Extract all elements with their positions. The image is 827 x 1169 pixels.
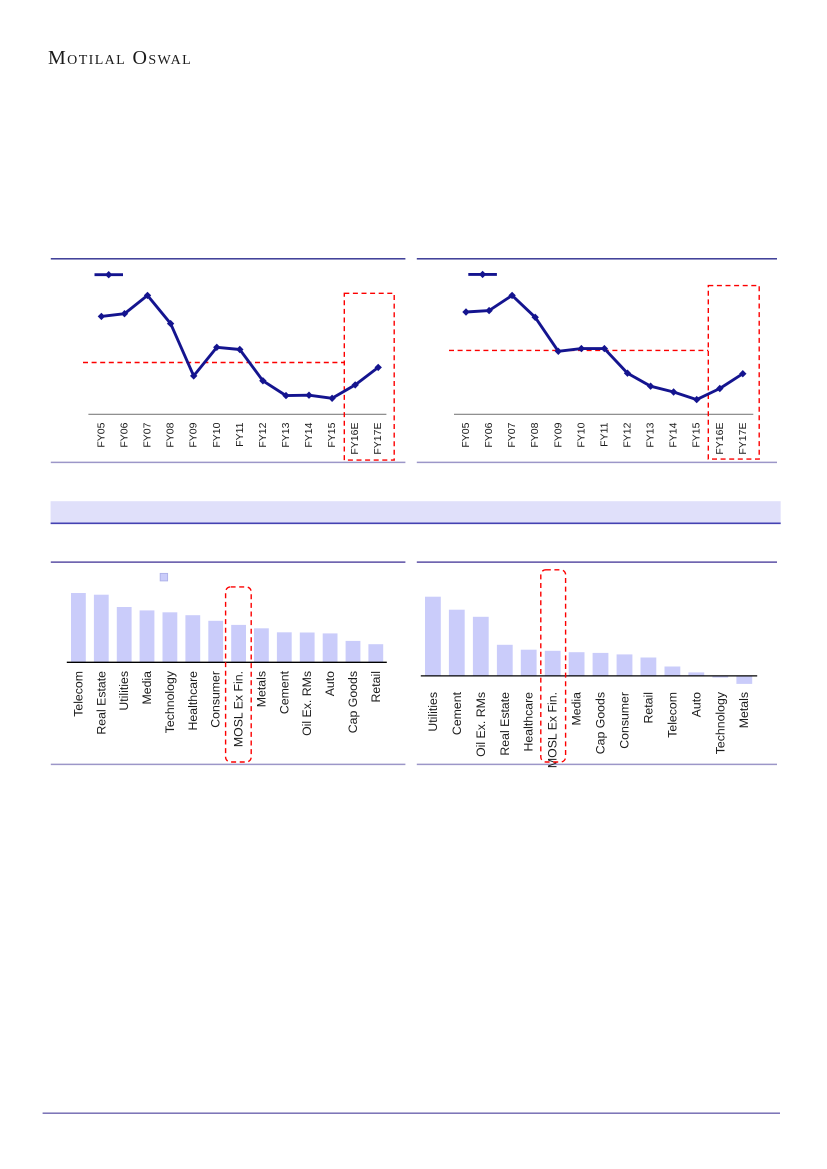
svg-text:FY07: FY07 bbox=[506, 422, 518, 447]
svg-text:Real Estate: Real Estate bbox=[94, 671, 108, 735]
svg-text:FY11: FY11 bbox=[234, 422, 246, 446]
svg-text:Oil Ex. RMs: Oil Ex. RMs bbox=[300, 671, 314, 736]
svg-text:FY05: FY05 bbox=[460, 422, 472, 447]
svg-text:FY10: FY10 bbox=[211, 422, 223, 447]
svg-text:FY06: FY06 bbox=[483, 422, 495, 447]
svg-text:FY08: FY08 bbox=[529, 422, 541, 447]
svg-text:FY07: FY07 bbox=[142, 422, 154, 447]
svg-text:FY14: FY14 bbox=[668, 422, 680, 447]
svg-text:FY10: FY10 bbox=[575, 422, 587, 447]
svg-text:FY12: FY12 bbox=[257, 422, 269, 447]
svg-text:Telecom: Telecom bbox=[71, 671, 85, 717]
svg-text:FY17E: FY17E bbox=[372, 423, 384, 455]
svg-text:Cap Goods: Cap Goods bbox=[594, 692, 608, 754]
svg-text:Retail: Retail bbox=[641, 692, 655, 723]
svg-text:Technology: Technology bbox=[163, 670, 177, 733]
svg-text:Cement: Cement bbox=[450, 691, 464, 735]
svg-text:FY09: FY09 bbox=[552, 422, 564, 447]
svg-text:MOSL Ex Fin.: MOSL Ex Fin. bbox=[546, 692, 560, 768]
svg-text:Media: Media bbox=[140, 671, 154, 705]
svg-text:Utilities: Utilities bbox=[426, 692, 440, 732]
svg-text:Consumer: Consumer bbox=[618, 692, 632, 749]
svg-text:Telecom: Telecom bbox=[665, 692, 679, 738]
svg-text:Healthcare: Healthcare bbox=[522, 692, 536, 752]
svg-text:Oil Ex. RMs: Oil Ex. RMs bbox=[474, 692, 488, 757]
svg-text:Utilities: Utilities bbox=[117, 671, 131, 711]
svg-text:Real Estate: Real Estate bbox=[498, 692, 512, 756]
svg-text:FY09: FY09 bbox=[188, 422, 200, 447]
svg-text:Retail: Retail bbox=[369, 671, 383, 702]
svg-text:FY17E: FY17E bbox=[737, 423, 749, 455]
svg-text:Metals: Metals bbox=[737, 692, 751, 728]
svg-text:FY13: FY13 bbox=[280, 422, 292, 447]
svg-text:Media: Media bbox=[570, 692, 584, 726]
svg-text:Cement: Cement bbox=[277, 670, 291, 714]
svg-text:FY15: FY15 bbox=[326, 422, 338, 447]
svg-text:Healthcare: Healthcare bbox=[186, 671, 200, 731]
svg-text:Metals: Metals bbox=[254, 671, 268, 707]
svg-text:FY16E: FY16E bbox=[714, 423, 726, 455]
svg-text:Auto: Auto bbox=[323, 671, 337, 696]
svg-text:FY05: FY05 bbox=[95, 422, 107, 447]
svg-text:FY08: FY08 bbox=[165, 422, 177, 447]
svg-text:FY15: FY15 bbox=[691, 422, 703, 447]
svg-text:FY14: FY14 bbox=[303, 422, 315, 447]
svg-text:Auto: Auto bbox=[689, 692, 703, 717]
svg-text:FY11: FY11 bbox=[598, 422, 610, 446]
svg-text:FY13: FY13 bbox=[645, 422, 657, 447]
svg-text:FY16E: FY16E bbox=[349, 423, 361, 455]
svg-text:FY06: FY06 bbox=[119, 422, 131, 447]
svg-text:Consumer: Consumer bbox=[209, 671, 223, 728]
svg-text:Cap Goods: Cap Goods bbox=[346, 671, 360, 733]
svg-text:FY12: FY12 bbox=[622, 422, 634, 447]
svg-text:Technology: Technology bbox=[713, 691, 727, 754]
svg-text:MOSL Ex Fin.: MOSL Ex Fin. bbox=[232, 671, 246, 747]
